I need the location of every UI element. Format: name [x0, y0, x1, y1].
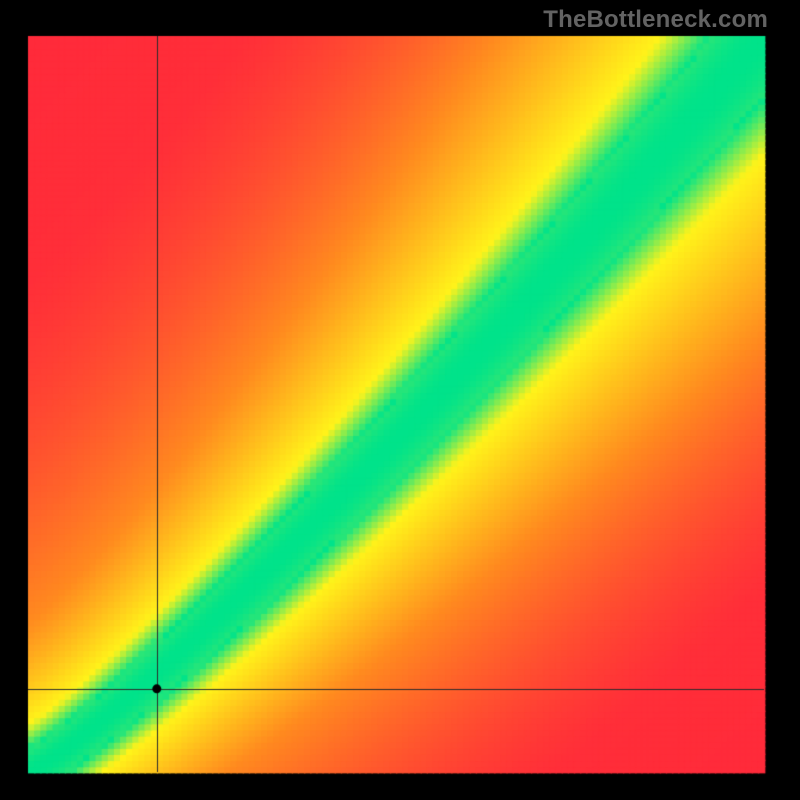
watermark-text: TheBottleneck.com: [543, 6, 768, 34]
bottleneck-heatmap: [0, 0, 800, 800]
